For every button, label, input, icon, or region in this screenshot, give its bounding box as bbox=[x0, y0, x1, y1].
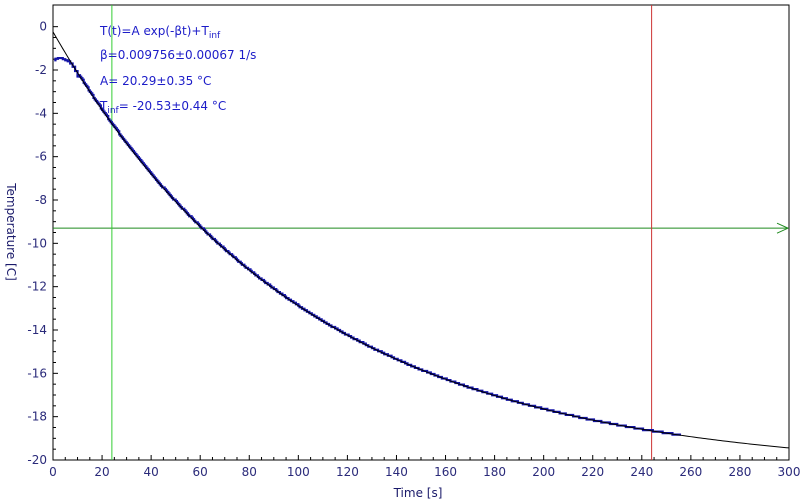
measured-temperature-trace bbox=[54, 56, 682, 436]
x-tick-label: 260 bbox=[679, 465, 702, 479]
x-tick-label: 180 bbox=[483, 465, 506, 479]
x-axis-title: Time [s] bbox=[393, 486, 443, 500]
y-tick-label: -12 bbox=[27, 280, 47, 294]
x-axis-ticks: 0 20 40 60 80 100 120 140 160 180 200 220 240 260 280 3… bbox=[49, 455, 800, 479]
fit-amplitude-label: A= 20.29±0.35 °C bbox=[100, 74, 211, 88]
x-tick-label: 300 bbox=[778, 465, 800, 479]
data-series bbox=[54, 56, 682, 436]
y-tick-label: -20 bbox=[27, 453, 47, 467]
y-tick-label: 0 bbox=[39, 20, 47, 34]
y-tick-label: -4 bbox=[35, 106, 47, 120]
x-tick-label: 280 bbox=[728, 465, 751, 479]
y-tick-label: -6 bbox=[35, 150, 47, 164]
x-tick-label: 200 bbox=[532, 465, 555, 479]
x-tick-label: 20 bbox=[94, 465, 109, 479]
y-tick-label: -10 bbox=[27, 236, 47, 250]
cursor-arrow-icon bbox=[776, 222, 790, 234]
fit-annotation: T(t)=A exp(-βt)+Tinf β=0.009756±0.00067 … bbox=[99, 24, 256, 116]
x-tick-label: 80 bbox=[242, 465, 257, 479]
y-axis-title: Temperature [C] bbox=[4, 182, 18, 281]
fit-tinf-label: Tinf= -20.53±0.44 °C bbox=[99, 99, 226, 116]
x-tick-label: 220 bbox=[581, 465, 604, 479]
fit-beta-label: β=0.009756±0.00067 1/s bbox=[100, 48, 256, 62]
fit-curve bbox=[52, 31, 790, 449]
x-tick-label: 0 bbox=[49, 465, 57, 479]
cursors[interactable] bbox=[53, 5, 790, 460]
x-tick-label: 40 bbox=[143, 465, 158, 479]
fit-model-label: T(t)=A exp(-βt)+Tinf bbox=[99, 24, 221, 41]
fit-curve-line bbox=[52, 31, 790, 449]
y-tick-label: -18 bbox=[27, 410, 47, 424]
x-tick-label: 100 bbox=[287, 465, 310, 479]
y-axis-ticks: 0 -2 -4 -6 -8 -10 -12 -14 -16 -18 -20 bbox=[27, 20, 58, 467]
y-tick-label: -14 bbox=[27, 323, 47, 337]
y-tick-label: -2 bbox=[35, 63, 47, 77]
x-tick-label: 240 bbox=[630, 465, 653, 479]
x-tick-label: 140 bbox=[385, 465, 408, 479]
x-tick-label: 160 bbox=[434, 465, 457, 479]
y-tick-label: -8 bbox=[35, 193, 47, 207]
x-tick-label: 120 bbox=[336, 465, 359, 479]
y-tick-label: -16 bbox=[27, 366, 47, 380]
x-tick-label: 60 bbox=[193, 465, 208, 479]
